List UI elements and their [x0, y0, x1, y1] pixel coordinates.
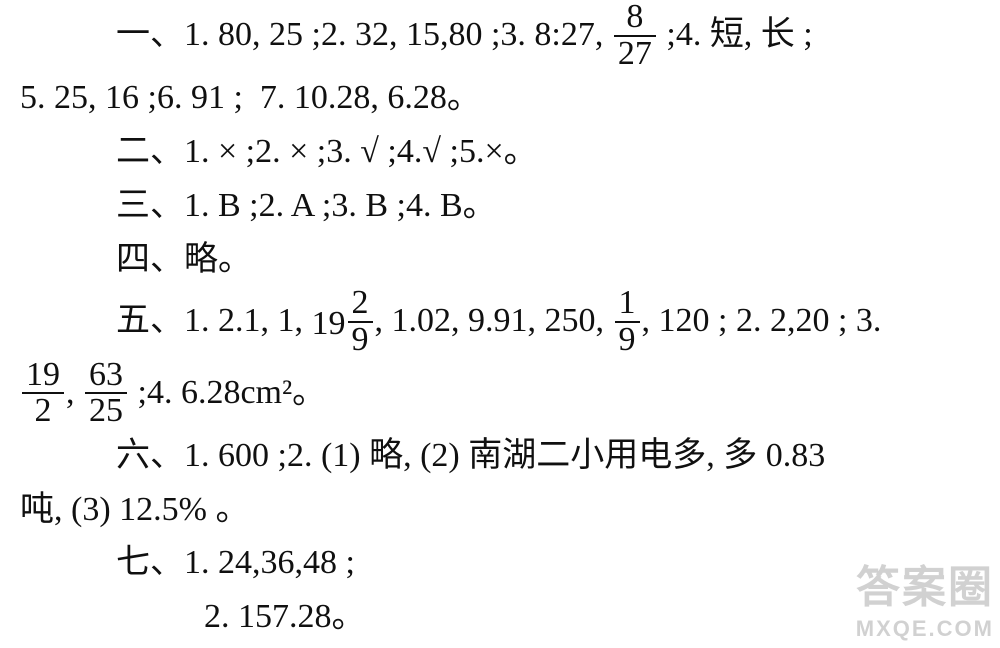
fraction-den: 9	[615, 321, 640, 358]
section-four-line: 四、略。	[20, 233, 980, 287]
section-three-label: 三、	[116, 187, 184, 224]
section-five-label: 五、	[116, 302, 184, 339]
fraction-63-25: 6325	[85, 358, 127, 429]
section-two-line: 二、1. × ;2. × ;3. √ ;4.√ ;5.×。	[20, 125, 980, 179]
sec1-item5: 5. 25, 16 ;	[20, 79, 157, 116]
sec1-item6: 6. 91 ;	[157, 79, 243, 116]
section-two-label: 二、	[116, 133, 184, 170]
fraction-8-27: 827	[614, 0, 656, 71]
sec3-text: 1. B ;2. A ;3. B ;4. B。	[184, 187, 497, 224]
sec1-item2: 2. 32, 15,80 ;	[321, 16, 500, 53]
fraction-num: 63	[85, 358, 127, 393]
fraction-num: 19	[22, 358, 64, 393]
section-seven-label: 七、	[116, 544, 184, 581]
sec2-text: 1. × ;2. × ;3. √ ;4.√ ;5.×。	[184, 133, 538, 170]
section-six-label: 六、	[116, 437, 184, 474]
fraction-num: 2	[348, 286, 373, 321]
sec6-l2: 吨, (3) 12.5% 。	[20, 491, 249, 528]
fraction-1-9: 19	[615, 286, 640, 357]
section-one-line-2: 5. 25, 16 ;6. 91 ; 7. 10.28, 6.28。	[20, 71, 980, 125]
section-three-line: 三、1. B ;2. A ;3. B ;4. B。	[20, 179, 980, 233]
fraction-num: 8	[614, 0, 656, 35]
mixed-int-19: 19	[312, 297, 346, 351]
answer-key-page: 一、1. 80, 25 ;2. 32, 15,80 ;3. 8:27, 827 …	[0, 0, 1000, 648]
sec1-item3b: ;	[658, 16, 676, 53]
sec5-l1a: 1. 2.1, 1,	[184, 302, 312, 339]
section-one-label: 一、	[116, 16, 184, 53]
fraction-2-9: 29	[348, 286, 373, 357]
sec5-l2-tail: ;4. 6.28cm²。	[129, 374, 326, 411]
sec1-item1: 1. 80, 25 ;	[184, 16, 321, 53]
fraction-den: 2	[22, 392, 64, 429]
section-four-label: 四、	[116, 241, 184, 278]
sec7-i1: 1. 24,36,48 ;	[184, 544, 355, 581]
fraction-19-2: 192	[22, 358, 64, 429]
sec7-i2: 2. 157.28。	[204, 598, 366, 635]
sec4-text: 略。	[184, 241, 252, 278]
sec6-l1: 1. 600 ;2. (1) 略, (2) 南湖二小用电多, 多 0.83	[184, 437, 825, 474]
section-five-line-1: 五、1. 2.1, 1, 1929, 1.02, 9.91, 250, 19, …	[20, 286, 980, 357]
sec1-item4: 4. 短, 长 ;	[676, 16, 813, 53]
section-six-line-2: 吨, (3) 12.5% 。	[20, 483, 980, 537]
sec1-item7: 7. 10.28, 6.28。	[260, 79, 481, 116]
fraction-den: 9	[348, 321, 373, 358]
fraction-num: 1	[615, 286, 640, 321]
section-seven-line-2: 2. 157.28。	[20, 590, 980, 644]
fraction-den: 25	[85, 392, 127, 429]
sec5-comma: ,	[66, 374, 83, 411]
section-six-line-1: 六、1. 600 ;2. (1) 略, (2) 南湖二小用电多, 多 0.83	[20, 429, 980, 483]
section-one-line-1: 一、1. 80, 25 ;2. 32, 15,80 ;3. 8:27, 827 …	[20, 0, 980, 71]
section-five-line-2: 192, 6325 ;4. 6.28cm²。	[20, 358, 980, 429]
sec5-l1c: , 120 ; 2. 2,20 ; 3.	[642, 302, 882, 339]
section-seven-line-1: 七、1. 24,36,48 ;	[20, 536, 980, 590]
sec5-l1b: , 1.02, 9.91, 250,	[375, 302, 613, 339]
sec1-item3a: 3. 8:27,	[500, 16, 611, 53]
fraction-den: 27	[614, 35, 656, 72]
